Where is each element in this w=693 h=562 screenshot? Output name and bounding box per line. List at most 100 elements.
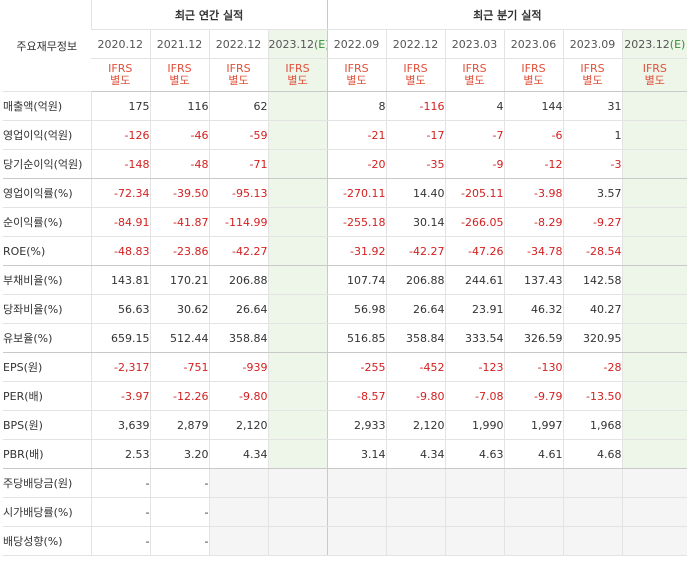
ifrs-row: IFRS 별도 IFRS 별도 IFRS 별도 IFRS 별도 IFRS 별도 IFRS 별도 IFRS… (3, 58, 688, 92)
table-cell: 30.62 (149, 294, 209, 324)
table-cell: 244.61 (444, 265, 505, 295)
table-cell (267, 410, 328, 440)
ifrs-cell: IFRS 별도 (621, 58, 688, 92)
separate-label: 별도 (464, 74, 485, 87)
separate-label: 별도 (405, 74, 426, 87)
row-label: 주당배당금(원) (3, 468, 91, 498)
period-header-quarterly-2[interactable]: 2023.03 (444, 29, 505, 59)
table-row: 유보율(%) 659.15 512.44 358.84 516.85 358.84 333.… (3, 323, 688, 353)
table-cell: -9.80 (385, 381, 446, 411)
period-label: 2022.12 (392, 37, 439, 51)
table-cell: 107.74 (326, 265, 387, 295)
table-cell: -20 (326, 149, 387, 179)
table-cell: -42.27 (208, 236, 268, 266)
table-cell (621, 381, 688, 411)
separate-label: 별도 (228, 74, 249, 87)
ifrs-cell: IFRS 별도 (326, 58, 387, 92)
period-header-annual-0[interactable]: 2020.12 (91, 29, 150, 59)
table-cell: - (149, 526, 209, 556)
ifrs-label: IFRS (226, 62, 251, 75)
table-cell: - (149, 497, 209, 527)
table-row: BPS(원) 3,639 2,879 2,120 2,933 2,120 1,990 1,99… (3, 410, 688, 440)
ifrs-label: IFRS (344, 62, 369, 75)
table-cell: -48 (149, 149, 209, 179)
table-row: 영업이익(억원) -126 -46 -59 -21 -17 -7 -6 1 (3, 120, 688, 150)
table-cell (267, 178, 328, 208)
table-cell: 358.84 (385, 323, 446, 353)
table-cell (503, 468, 564, 498)
row-label: EPS(원) (3, 352, 91, 382)
period-header-annual-1[interactable]: 2021.12 (149, 29, 209, 59)
row-label: 영업이익(억원) (3, 120, 91, 150)
ifrs-label: IFRS (167, 62, 192, 75)
period-header-row: 2020.122021.122022.122023.12(E)2022.0920… (3, 29, 688, 59)
table-cell: 2,120 (208, 410, 268, 440)
table-cell (385, 497, 446, 527)
ifrs-cell: IFRS 별도 (562, 58, 623, 92)
table-cell (621, 120, 688, 150)
table-cell: -3 (562, 149, 623, 179)
table-cell (326, 526, 387, 556)
row-label: 매출액(억원) (3, 91, 91, 121)
period-header-quarterly-3[interactable]: 2023.06 (503, 29, 564, 59)
table-row: 부채비율(%) 143.81 170.21 206.88 107.74 206.88 244… (3, 265, 688, 295)
table-cell: -35 (385, 149, 446, 179)
period-header-quarterly-0[interactable]: 2022.09 (326, 29, 387, 59)
table-cell: 8 (326, 91, 387, 121)
table-cell (385, 526, 446, 556)
table-cell (267, 294, 328, 324)
table-cell: 170.21 (149, 265, 209, 295)
table-cell: -130 (503, 352, 564, 382)
table-row: 시가배당률(%) - - (3, 497, 688, 527)
ifrs-cell: IFRS 별도 (267, 58, 328, 92)
table-cell: 333.54 (444, 323, 505, 353)
row-label: BPS(원) (3, 410, 91, 440)
table-cell (326, 497, 387, 527)
table-cell: -6 (503, 120, 564, 150)
table-cell: 206.88 (208, 265, 268, 295)
table-cell: -17 (385, 120, 446, 150)
estimate-mark: (E) (669, 37, 686, 51)
table-cell: -8.29 (503, 207, 564, 237)
separate-label: 별도 (287, 74, 308, 87)
period-header-quarterly-5[interactable]: 2023.12(E) (621, 29, 688, 59)
table-cell: 26.64 (208, 294, 268, 324)
table-cell: -12.26 (149, 381, 209, 411)
period-label: 2023.12 (624, 37, 670, 51)
table-cell: -42.27 (385, 236, 446, 266)
table-cell (267, 120, 328, 150)
table-cell: 3.57 (562, 178, 623, 208)
table-cell: -9.80 (208, 381, 268, 411)
ifrs-cell: IFRS 별도 (503, 58, 564, 92)
table-cell: 143.81 (90, 265, 150, 295)
ifrs-label: IFRS (403, 62, 428, 75)
ifrs-cell: IFRS 별도 (149, 58, 209, 92)
table-cell: 4.68 (562, 439, 623, 469)
row-label: ROE(%) (3, 236, 91, 266)
table-cell (562, 468, 623, 498)
table-cell: -3.98 (503, 178, 564, 208)
period-header-annual-2[interactable]: 2022.12 (208, 29, 268, 59)
period-header-quarterly-4[interactable]: 2023.09 (562, 29, 623, 59)
table-cell (621, 149, 688, 179)
table-cell: 4.34 (385, 439, 446, 469)
table-cell: -7 (444, 120, 505, 150)
table-cell: -205.11 (444, 178, 505, 208)
table-cell: 4 (444, 91, 505, 121)
period-header-annual-3[interactable]: 2023.12(E) (267, 29, 328, 59)
row-label: 영업이익률(%) (3, 178, 91, 208)
table-cell: -84.91 (90, 207, 150, 237)
table-cell (208, 526, 268, 556)
table-cell: -28 (562, 352, 623, 382)
table-cell: - (90, 497, 150, 527)
table-cell: -71 (208, 149, 268, 179)
period-label: 2022.09 (333, 37, 380, 51)
table-cell: -116 (385, 91, 446, 121)
table-cell: -7.08 (444, 381, 505, 411)
table-cell (267, 526, 328, 556)
period-header-quarterly-1[interactable]: 2022.12 (385, 29, 446, 59)
table-cell: -452 (385, 352, 446, 382)
table-cell: 512.44 (149, 323, 209, 353)
row-label: 배당성향(%) (3, 526, 91, 556)
period-label: 2023.09 (569, 37, 616, 51)
